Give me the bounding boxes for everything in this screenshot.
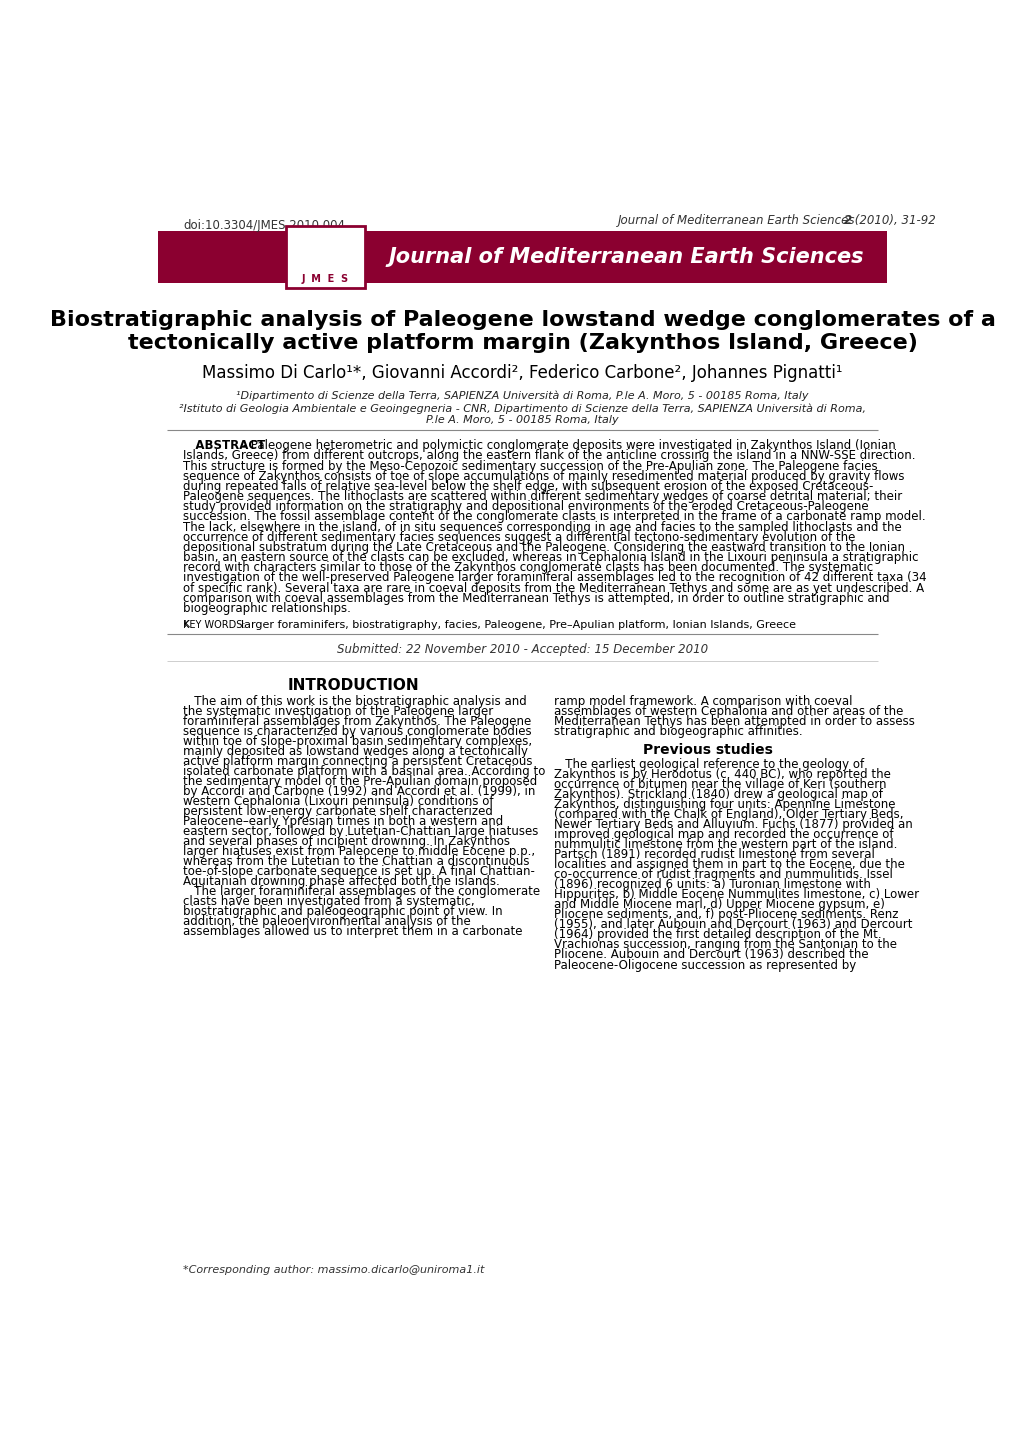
- Text: Pliocene. Aubouin and Dercourt (1963) described the: Pliocene. Aubouin and Dercourt (1963) de…: [553, 949, 867, 962]
- Text: J  M  E  S: J M E S: [302, 274, 348, 284]
- Text: Paleocene–early Ypresian times in both a western and: Paleocene–early Ypresian times in both a…: [183, 815, 503, 828]
- Text: eastern sector, followed by Lutetian-Chattian large hiatuses: eastern sector, followed by Lutetian-Cha…: [183, 825, 538, 838]
- Text: (compared with the Chalk of England), Older Tertiary Beds,: (compared with the Chalk of England), Ol…: [553, 808, 903, 821]
- Text: Paleocene-Oligocene succession as represented by: Paleocene-Oligocene succession as repres…: [553, 959, 855, 972]
- Text: foraminiferal assemblages from Zakynthos. The Paleogene: foraminiferal assemblages from Zakynthos…: [183, 716, 531, 729]
- Text: INTRODUCTION: INTRODUCTION: [287, 678, 419, 693]
- Text: toe-of-slope carbonate sequence is set up. A final Chattian-: toe-of-slope carbonate sequence is set u…: [183, 865, 535, 878]
- Text: Zakynthos, distinguishing four units: Apennine Limestone: Zakynthos, distinguishing four units: Ap…: [553, 798, 895, 811]
- Text: (1896) recognized 6 units: a) Turonian limestone with: (1896) recognized 6 units: a) Turonian l…: [553, 878, 870, 891]
- Text: larger foraminifers, biostratigraphy, facies, Paleogene, Pre–Apulian platform, I: larger foraminifers, biostratigraphy, fa…: [240, 619, 795, 629]
- Text: *Corresponding author: massimo.dicarlo@uniroma1.it: *Corresponding author: massimo.dicarlo@u…: [183, 1264, 484, 1274]
- Text: study provided information on the stratigraphy and depositional environments of : study provided information on the strati…: [183, 500, 868, 513]
- Text: localities and assigned them in part to the Eocene, due the: localities and assigned them in part to …: [553, 858, 904, 871]
- Text: basin, an eastern source of the clasts can be excluded, whereas in Cephalonia Is: basin, an eastern source of the clasts c…: [183, 552, 918, 564]
- Text: Hippurites, b) Middle Eocene Nummulites limestone, c) Lower: Hippurites, b) Middle Eocene Nummulites …: [553, 888, 918, 901]
- Text: by Accordi and Carbone (1992) and Accordi et al. (1999), in: by Accordi and Carbone (1992) and Accord…: [183, 785, 535, 798]
- Text: isolated carbonate platform with a basinal area. According to: isolated carbonate platform with a basin…: [183, 765, 545, 778]
- Text: The earliest geological reference to the geology of: The earliest geological reference to the…: [553, 759, 863, 772]
- Text: clasts have been investigated from a systematic,: clasts have been investigated from a sys…: [183, 896, 475, 909]
- Text: the sedimentary model of the Pre-Apulian domain proposed: the sedimentary model of the Pre-Apulian…: [183, 775, 537, 788]
- Text: This structure is formed by the Meso-Cenozoic sedimentary succession of the Pre-: This structure is formed by the Meso-Cen…: [183, 459, 877, 472]
- Text: record with characters similar to those of the Zakynthos conglomerate clasts has: record with characters similar to those …: [183, 562, 872, 575]
- Text: and several phases of incipient drowning. In Zakynthos: and several phases of incipient drowning…: [183, 835, 510, 848]
- Bar: [285, 226, 365, 288]
- Bar: [158, 230, 301, 282]
- Text: assemblages of western Cephalonia and other areas of the: assemblages of western Cephalonia and ot…: [553, 706, 902, 719]
- Text: within toe of slope-proximal basin sedimentary complexes,: within toe of slope-proximal basin sedim…: [183, 736, 532, 749]
- Text: ABSTRACT: ABSTRACT: [183, 439, 265, 452]
- Text: occurrence of different sedimentary facies sequences suggest a differential tect: occurrence of different sedimentary faci…: [183, 531, 855, 544]
- Text: Pliocene sediments, and, f) post-Pliocene sediments. Renz: Pliocene sediments, and, f) post-Pliocen…: [553, 909, 898, 922]
- Text: assemblages allowed us to interpret them in a carbonate: assemblages allowed us to interpret them…: [183, 926, 523, 939]
- Text: succession. The fossil assemblage content of the conglomerate clasts is interpre: succession. The fossil assemblage conten…: [183, 510, 925, 523]
- Text: Mediterranean Tethys has been attempted in order to assess: Mediterranean Tethys has been attempted …: [553, 716, 914, 729]
- Text: Massimo Di Carlo¹*, Giovanni Accordi², Federico Carbone², Johannes Pignatti¹: Massimo Di Carlo¹*, Giovanni Accordi², F…: [203, 364, 842, 382]
- Text: KEY WORDS:: KEY WORDS:: [183, 619, 249, 629]
- Text: Islands, Greece) from different outcrops, along the eastern flank of the anticli: Islands, Greece) from different outcrops…: [183, 449, 915, 462]
- Text: larger hiatuses exist from Paleocene to middle Eocene p.p.,: larger hiatuses exist from Paleocene to …: [183, 845, 535, 858]
- Text: persistent low-energy carbonate shelf characterized: persistent low-energy carbonate shelf ch…: [183, 805, 493, 818]
- Text: Journal of Mediterranean Earth Sciences: Journal of Mediterranean Earth Sciences: [387, 246, 863, 266]
- Text: K: K: [183, 619, 189, 629]
- Text: co-occurrence of rudist fragments and nummulitids. Issel: co-occurrence of rudist fragments and nu…: [553, 868, 892, 881]
- Text: addition, the paleoenvironmental analysis of the: addition, the paleoenvironmental analysi…: [183, 916, 471, 929]
- Text: Zakynthos is by Herodotus (c. 440 BC), who reported the: Zakynthos is by Herodotus (c. 440 BC), w…: [553, 769, 890, 782]
- Text: Biostratigraphic analysis of Paleogene lowstand wedge conglomerates of a: Biostratigraphic analysis of Paleogene l…: [50, 310, 995, 330]
- Text: Vrachionas succession, ranging from the Santonian to the: Vrachionas succession, ranging from the …: [553, 939, 896, 952]
- Text: - Paleogene heterometric and polymictic conglomerate deposits were investigated : - Paleogene heterometric and polymictic …: [238, 439, 895, 452]
- Text: Zakynthos). Strickland (1840) drew a geological map of: Zakynthos). Strickland (1840) drew a geo…: [553, 788, 881, 801]
- Text: depositional substratum during the Late Cretaceous and the Paleogene. Considerin: depositional substratum during the Late …: [183, 541, 905, 554]
- Text: biostratigraphic and paleogeographic point of view. In: biostratigraphic and paleogeographic poi…: [183, 906, 502, 919]
- Text: Newer Tertiary Beds and Alluvium. Fuchs (1877) provided an: Newer Tertiary Beds and Alluvium. Fuchs …: [553, 818, 912, 831]
- Text: doi:10.3304/JMES.2010.004: doi:10.3304/JMES.2010.004: [183, 219, 345, 232]
- Text: comparison with coeval assemblages from the Mediterranean Tethys is attempted, i: comparison with coeval assemblages from …: [183, 592, 889, 605]
- Text: western Cephalonia (Lixouri peninsula) conditions of: western Cephalonia (Lixouri peninsula) c…: [183, 795, 493, 808]
- Text: whereas from the Lutetian to the Chattian a discontinuous: whereas from the Lutetian to the Chattia…: [183, 855, 529, 868]
- Text: 2: 2: [843, 215, 851, 228]
- Text: occurrence of bitumen near the village of Keri (southern: occurrence of bitumen near the village o…: [553, 779, 886, 792]
- Text: during repeated falls of relative sea-level below the shelf edge, with subsequen: during repeated falls of relative sea-le…: [183, 480, 873, 492]
- Text: Journal of Mediterranean Earth Sciences: Journal of Mediterranean Earth Sciences: [618, 215, 858, 228]
- Text: Partsch (1891) recorded rudist limestone from several: Partsch (1891) recorded rudist limestone…: [553, 848, 873, 861]
- Text: ²Istituto di Geologia Ambientale e Geoingegneria - CNR, Dipartimento di Scienze : ²Istituto di Geologia Ambientale e Geoin…: [179, 403, 865, 413]
- Text: sequence of Zakynthos consists of toe of slope accumulations of mainly resedimen: sequence of Zakynthos consists of toe of…: [183, 469, 904, 482]
- Text: of specific rank). Several taxa are rare in coeval deposits from the Mediterrane: of specific rank). Several taxa are rare…: [183, 582, 923, 595]
- Text: improved geological map and recorded the occurrence of: improved geological map and recorded the…: [553, 828, 893, 841]
- Bar: [365, 230, 887, 282]
- Text: (1955), and later Aubouin and Dercourt (1963) and Dercourt: (1955), and later Aubouin and Dercourt (…: [553, 919, 911, 932]
- Text: (2010), 31-92: (2010), 31-92: [850, 215, 934, 228]
- Text: tectonically active platform margin (Zakynthos Island, Greece): tectonically active platform margin (Zak…: [127, 333, 917, 353]
- Text: P.le A. Moro, 5 - 00185 Roma, Italy: P.le A. Moro, 5 - 00185 Roma, Italy: [426, 415, 619, 425]
- Text: The aim of this work is the biostratigraphic analysis and: The aim of this work is the biostratigra…: [183, 696, 527, 708]
- Text: mainly deposited as lowstand wedges along a tectonically: mainly deposited as lowstand wedges alon…: [183, 746, 528, 759]
- Text: biogeographic relationships.: biogeographic relationships.: [183, 602, 351, 615]
- Text: investigation of the well-preserved Paleogene larger foraminiferal assemblages l: investigation of the well-preserved Pale…: [183, 572, 926, 585]
- Text: Paleogene sequences. The lithoclasts are scattered within different sedimentary : Paleogene sequences. The lithoclasts are…: [183, 490, 902, 503]
- Text: (1964) provided the first detailed description of the Mt.: (1964) provided the first detailed descr…: [553, 929, 880, 942]
- Text: the systematic investigation of the Paleogene larger: the systematic investigation of the Pale…: [183, 706, 493, 719]
- Text: stratigraphic and biogeographic affinities.: stratigraphic and biogeographic affiniti…: [553, 726, 802, 739]
- Text: ¹Dipartimento di Scienze della Terra, SAPIENZA Università di Roma, P.le A. Moro,: ¹Dipartimento di Scienze della Terra, SA…: [236, 390, 808, 402]
- Text: nummulitic limestone from the western part of the island.: nummulitic limestone from the western pa…: [553, 838, 897, 851]
- Text: The larger foraminiferal assemblages of the conglomerate: The larger foraminiferal assemblages of …: [183, 886, 540, 899]
- Text: and Middle Miocene marl, d) Upper Miocene gypsum, e): and Middle Miocene marl, d) Upper Miocen…: [553, 899, 883, 912]
- Text: Previous studies: Previous studies: [642, 743, 772, 757]
- Text: active platform margin connecting a persistent Cretaceous: active platform margin connecting a pers…: [183, 755, 532, 768]
- Text: The lack, elsewhere in the island, of in situ sequences corresponding in age and: The lack, elsewhere in the island, of in…: [183, 520, 901, 534]
- Text: ramp model framework. A comparison with coeval: ramp model framework. A comparison with …: [553, 696, 852, 708]
- Text: Submitted: 22 November 2010 - Accepted: 15 December 2010: Submitted: 22 November 2010 - Accepted: …: [337, 642, 707, 655]
- Text: Aquitanian drowning phase affected both the islands.: Aquitanian drowning phase affected both …: [183, 876, 499, 888]
- Text: sequence is characterized by various conglomerate bodies: sequence is characterized by various con…: [183, 726, 531, 739]
